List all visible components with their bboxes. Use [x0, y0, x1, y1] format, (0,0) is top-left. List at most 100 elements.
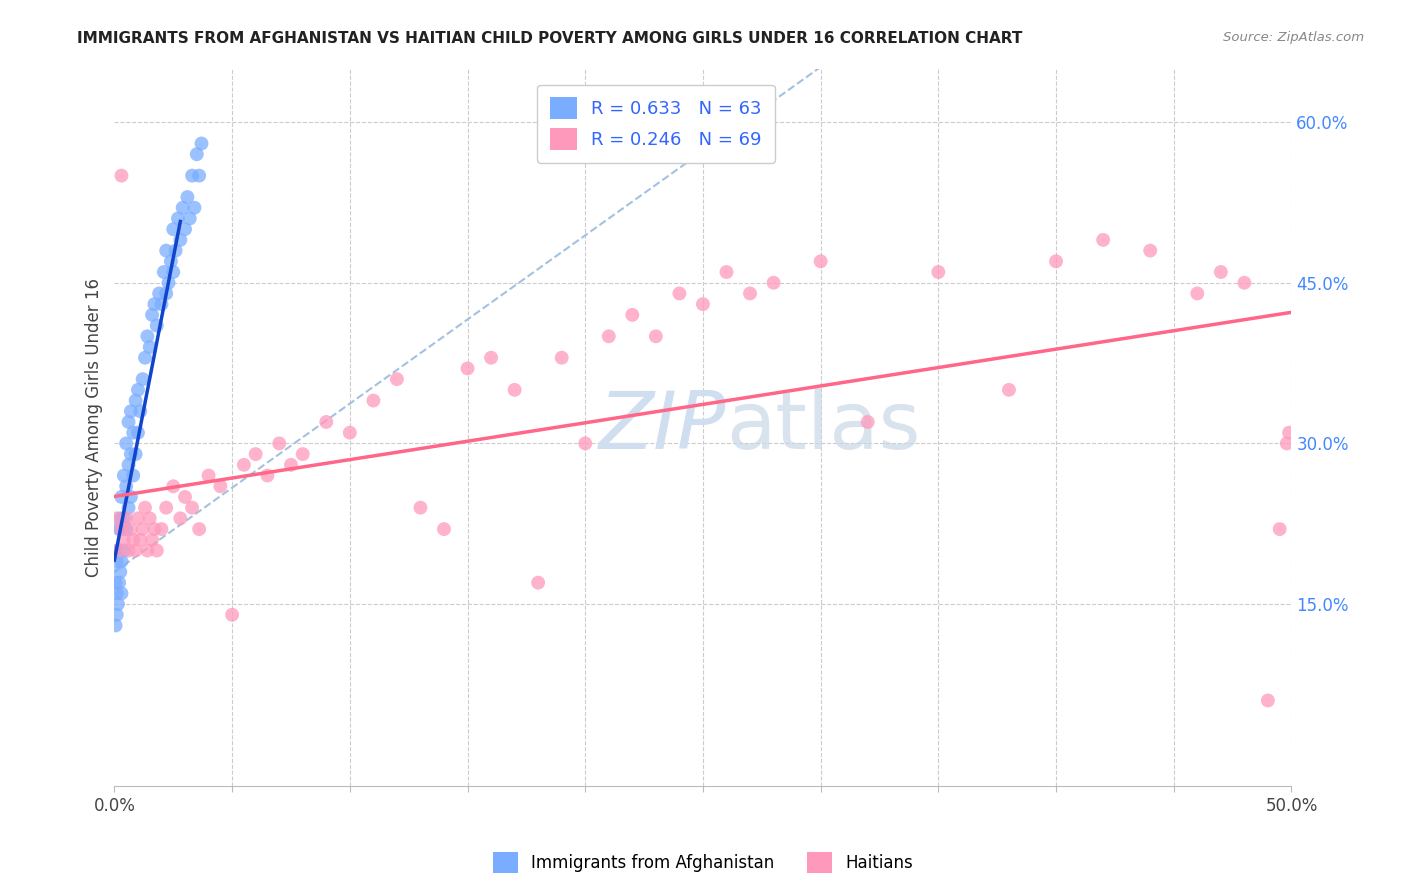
Point — [221, 607, 243, 622]
Point — [197, 468, 219, 483]
Point — [131, 372, 153, 386]
Point — [927, 265, 949, 279]
Point — [1139, 244, 1161, 258]
Point — [108, 543, 131, 558]
Point — [169, 233, 191, 247]
Point — [1045, 254, 1067, 268]
Point — [120, 404, 142, 418]
Point — [503, 383, 526, 397]
Point — [112, 511, 135, 525]
Point — [138, 340, 160, 354]
Point — [269, 436, 291, 450]
Point — [138, 511, 160, 525]
Point — [176, 190, 198, 204]
Point — [143, 297, 166, 311]
Point — [209, 479, 232, 493]
Point — [131, 522, 153, 536]
Point — [110, 169, 132, 183]
Point — [155, 286, 177, 301]
Point — [108, 543, 131, 558]
Point — [155, 244, 177, 258]
Point — [120, 522, 142, 536]
Point — [110, 565, 132, 579]
Point — [117, 543, 139, 558]
Point — [105, 511, 128, 525]
Point — [157, 276, 180, 290]
Point — [1092, 233, 1115, 247]
Point — [117, 415, 139, 429]
Point — [127, 383, 149, 397]
Point — [1268, 522, 1291, 536]
Point — [117, 458, 139, 472]
Point — [141, 533, 163, 547]
Point — [190, 136, 212, 151]
Point — [174, 222, 197, 236]
Point — [107, 597, 129, 611]
Point — [120, 447, 142, 461]
Point — [115, 436, 138, 450]
Point — [122, 468, 145, 483]
Point — [363, 393, 385, 408]
Point — [245, 447, 267, 461]
Point — [169, 511, 191, 525]
Point — [167, 211, 190, 226]
Point — [110, 586, 132, 600]
Point — [146, 543, 169, 558]
Point — [162, 479, 184, 493]
Point — [107, 543, 129, 558]
Point — [124, 393, 146, 408]
Point — [256, 468, 278, 483]
Point — [104, 618, 127, 632]
Point — [120, 490, 142, 504]
Point — [115, 511, 138, 525]
Point — [112, 468, 135, 483]
Point — [110, 511, 132, 525]
Point — [108, 575, 131, 590]
Point — [280, 458, 302, 472]
Point — [550, 351, 572, 365]
Point — [155, 500, 177, 515]
Point — [188, 169, 211, 183]
Point — [188, 522, 211, 536]
Point — [104, 575, 127, 590]
Point — [105, 554, 128, 568]
Point — [122, 533, 145, 547]
Point — [856, 415, 879, 429]
Point — [457, 361, 479, 376]
Point — [183, 201, 205, 215]
Point — [115, 522, 138, 536]
Text: Source: ZipAtlas.com: Source: ZipAtlas.com — [1223, 31, 1364, 45]
Point — [1257, 693, 1279, 707]
Point — [433, 522, 456, 536]
Point — [150, 522, 173, 536]
Point — [162, 265, 184, 279]
Point — [141, 308, 163, 322]
Point — [409, 500, 432, 515]
Point — [668, 286, 690, 301]
Text: atlas: atlas — [727, 388, 921, 467]
Point — [574, 436, 596, 450]
Point — [110, 522, 132, 536]
Point — [146, 318, 169, 333]
Point — [179, 211, 201, 226]
Point — [110, 522, 132, 536]
Point — [232, 458, 254, 472]
Point — [110, 490, 132, 504]
Point — [115, 479, 138, 493]
Point — [810, 254, 832, 268]
Point — [112, 533, 135, 547]
Point — [150, 297, 173, 311]
Point — [339, 425, 361, 440]
Y-axis label: Child Poverty Among Girls Under 16: Child Poverty Among Girls Under 16 — [86, 277, 103, 577]
Text: ZIP: ZIP — [599, 388, 727, 467]
Point — [143, 522, 166, 536]
Point — [716, 265, 738, 279]
Point — [112, 543, 135, 558]
Point — [385, 372, 408, 386]
Legend: Immigrants from Afghanistan, Haitians: Immigrants from Afghanistan, Haitians — [486, 846, 920, 880]
Point — [134, 500, 156, 515]
Point — [160, 254, 183, 268]
Point — [1233, 276, 1256, 290]
Point — [1187, 286, 1209, 301]
Point — [315, 415, 337, 429]
